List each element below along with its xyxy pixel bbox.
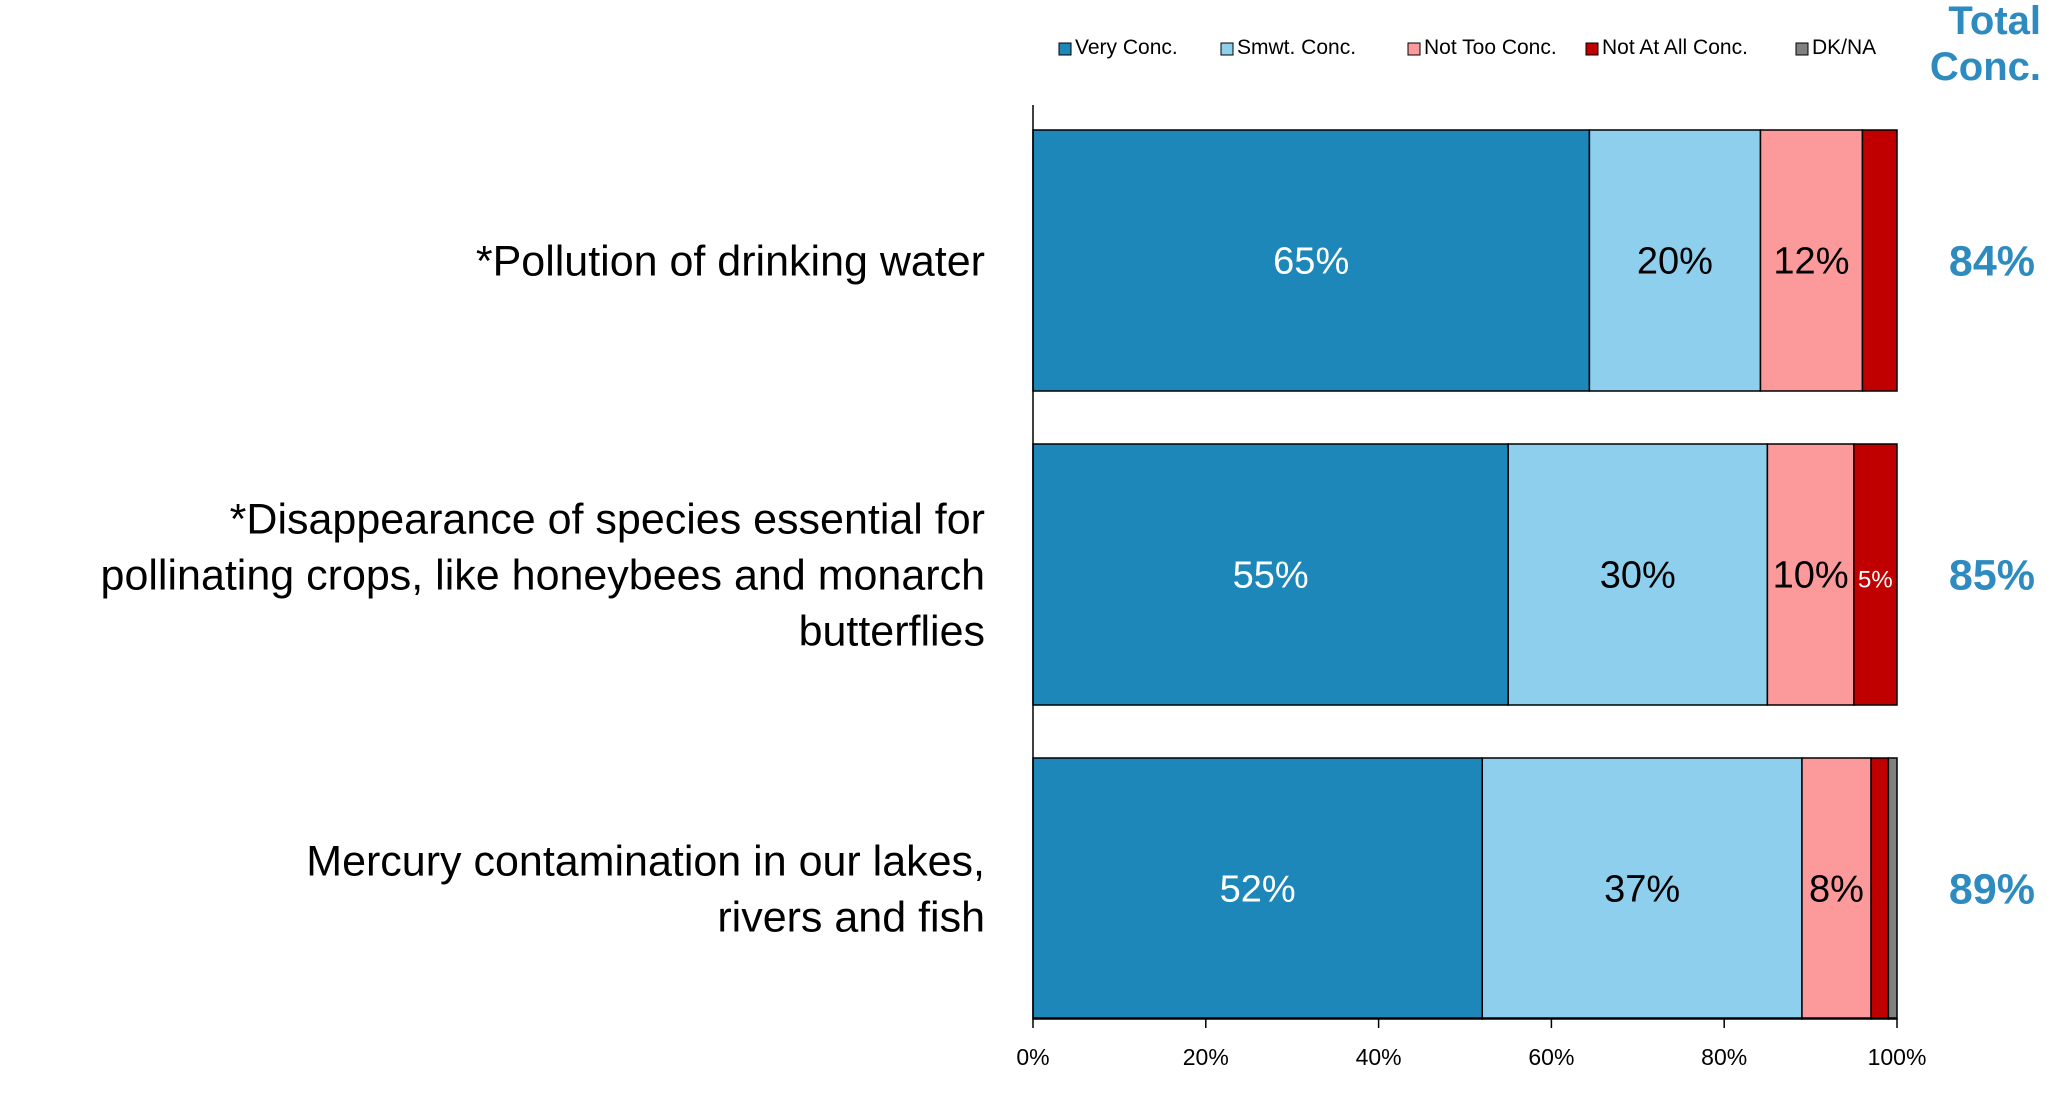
category-label: rivers and fish	[717, 894, 985, 942]
bar-segment	[1588, 129, 1762, 392]
legend-label: Not At All Conc.	[1602, 36, 1748, 59]
legend-label: Very Conc.	[1075, 36, 1178, 59]
segment-label: 37%	[1604, 869, 1680, 911]
category-label: butterflies	[799, 608, 985, 656]
segment-label: 10%	[1773, 555, 1849, 597]
total-value: 89%	[1949, 866, 2035, 914]
bar-segment	[1507, 443, 1769, 706]
bar-segment	[1861, 129, 1898, 392]
x-tick-label: 100%	[1868, 1044, 1927, 1070]
segment-label: 55%	[1233, 555, 1309, 597]
bar-segment	[1759, 129, 1864, 392]
x-tick-label: 80%	[1701, 1044, 1747, 1070]
legend-swatch	[1585, 42, 1599, 56]
x-tick-label: 60%	[1528, 1044, 1574, 1070]
total-value: 84%	[1949, 238, 2035, 286]
legend-swatch	[1407, 42, 1421, 56]
legend-swatch	[1220, 42, 1234, 56]
category-label: Mercury contamination in our lakes,	[306, 838, 985, 886]
legend-label: DK/NA	[1812, 36, 1876, 59]
segment-label: 20%	[1637, 241, 1713, 283]
segment-label: 65%	[1273, 241, 1349, 283]
bar-segment	[1801, 757, 1872, 1020]
bar-segment	[1853, 443, 1898, 706]
bar-segment	[1766, 443, 1855, 706]
category-label: *Disappearance of species essential for	[230, 496, 985, 544]
category-label: *Pollution of drinking water	[476, 238, 985, 286]
segment-label: 5%	[1858, 567, 1893, 594]
total-value: 85%	[1949, 552, 2035, 600]
category-label: pollinating crops, like honeybees and mo…	[101, 552, 985, 600]
segment-label: 52%	[1220, 869, 1296, 911]
bar-segment	[1032, 443, 1509, 706]
x-tick-label: 40%	[1356, 1044, 1402, 1070]
bar-segment	[1481, 757, 1803, 1020]
legend-label: Not Too Conc.	[1424, 36, 1557, 59]
bar-segment	[1887, 757, 1898, 1020]
legend-swatch	[1058, 42, 1072, 56]
segment-label: 12%	[1773, 241, 1849, 283]
segment-label: 8%	[1809, 869, 1864, 911]
segment-label: 30%	[1600, 555, 1676, 597]
x-tick-label: 20%	[1183, 1044, 1229, 1070]
bar-segment	[1032, 129, 1591, 392]
bar-segment	[1870, 757, 1890, 1020]
legend-label: Smwt. Conc.	[1237, 36, 1356, 59]
totals-header: Conc.	[1930, 45, 2041, 89]
x-tick-label: 0%	[1016, 1044, 1049, 1070]
legend-swatch	[1795, 42, 1809, 56]
bar-segment	[1032, 757, 1484, 1020]
totals-header: Total	[1948, 0, 2041, 43]
